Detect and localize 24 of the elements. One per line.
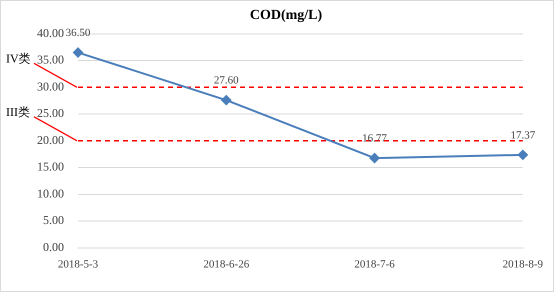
y-tick-label: 5.00 [43, 213, 64, 228]
y-tick-label: 20.00 [37, 132, 64, 147]
x-tick-label: 2018-5-3 [58, 258, 99, 270]
x-tick-label: 2018-6-26 [203, 258, 250, 270]
y-tick-label: 0.00 [43, 240, 64, 254]
y-tick-label: 40.00 [37, 26, 64, 40]
point [370, 153, 380, 164]
point [221, 95, 232, 106]
ref-line-label: IV类 [6, 51, 31, 66]
y-tick-label: 15.00 [37, 160, 64, 174]
x-tick-label: 2018-8-9 [502, 258, 544, 270]
point [518, 150, 528, 160]
data-label: 16.77 [362, 132, 388, 144]
y-tick-label: 10.00 [37, 186, 64, 200]
chart-title: COD(mg/L) [250, 8, 322, 24]
data-label: 36.50 [66, 26, 91, 39]
y-tick-label: 30.00 [37, 79, 64, 94]
point [73, 48, 83, 58]
ref-line-label: III类 [6, 104, 30, 119]
data-label: 17.37 [510, 129, 536, 142]
data-label: 27.60 [214, 74, 240, 87]
y-tick-label: 25.00 [37, 106, 64, 120]
y-tick-label: 35.00 [37, 52, 64, 67]
x-tick-label: 2018-7-6 [354, 258, 396, 270]
